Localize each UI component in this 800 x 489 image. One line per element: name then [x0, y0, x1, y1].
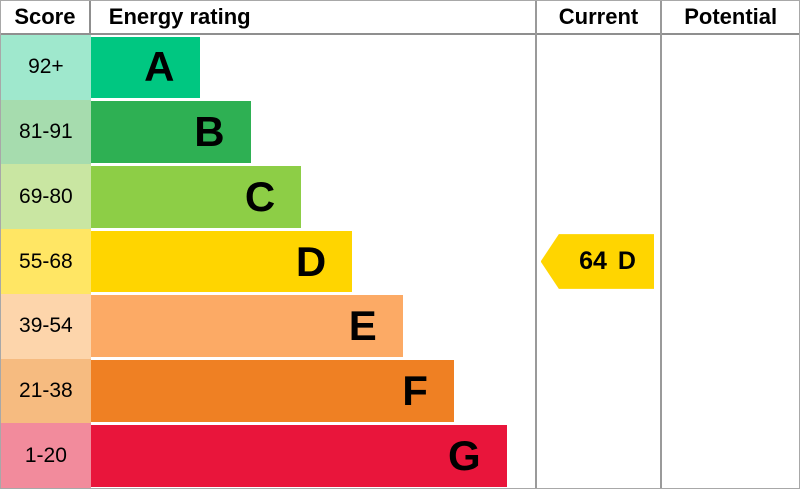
score-range-d: 55-68 — [1, 229, 91, 294]
rating-bar-a: A — [90, 36, 201, 99]
potential-header: Potential — [662, 1, 799, 35]
rating-bar-row: B — [90, 100, 535, 165]
score-range-a: 92+ — [1, 35, 91, 100]
current-column-body: 64 D — [537, 35, 661, 488]
rating-letter-g: G — [448, 431, 481, 479]
rating-bar-row: A — [90, 35, 535, 100]
current-header: Current — [536, 1, 661, 35]
score-column-body: 92+ 81-91 69-80 55-68 39-54 21-38 1-20 — [1, 35, 91, 489]
score-column: Score 92+ 81-91 69-80 55-68 39-54 21-38 … — [1, 1, 91, 489]
rating-bar-c: C — [90, 165, 302, 228]
rating-letter-c: C — [244, 172, 276, 220]
current-indicator: 64 D — [540, 234, 655, 289]
rating-bar-row: D — [90, 229, 535, 294]
rating-letter-e: E — [348, 302, 377, 350]
score-range-e: 39-54 — [1, 293, 91, 359]
score-range-c: 69-80 — [1, 164, 91, 230]
rating-bar-row: G — [90, 423, 535, 488]
current-column: Current 64 D — [534, 1, 661, 488]
score-range-g: 1-20 — [1, 423, 91, 489]
rating-bar-row: E — [90, 294, 535, 359]
current-score-value: 64 — [579, 246, 607, 275]
score-range-b: 81-91 — [1, 99, 91, 165]
score-range-f: 21-38 — [1, 358, 91, 424]
rating-letter-f: F — [402, 366, 428, 414]
energy-rating-header: Energy rating — [90, 1, 535, 35]
energy-rating-bars: A B C D E — [90, 35, 535, 488]
current-rating-letter: D — [617, 246, 636, 275]
potential-column-body — [662, 35, 799, 488]
rating-bar-f: F — [90, 360, 454, 422]
rating-letter-a: A — [144, 43, 175, 91]
potential-column: Potential — [660, 1, 799, 488]
energy-rating-column: Energy rating A B C D — [90, 1, 535, 488]
score-header: Score — [1, 1, 91, 35]
rating-bar-g: G — [90, 424, 507, 487]
rating-letter-b: B — [194, 108, 225, 156]
rating-letter-d: D — [295, 237, 327, 285]
rating-bar-row: C — [90, 164, 535, 229]
rating-bar-b: B — [90, 101, 251, 163]
rating-bar-row: F — [90, 359, 535, 424]
rating-bar-e: E — [90, 295, 403, 358]
rating-bar-d: D — [90, 230, 353, 293]
